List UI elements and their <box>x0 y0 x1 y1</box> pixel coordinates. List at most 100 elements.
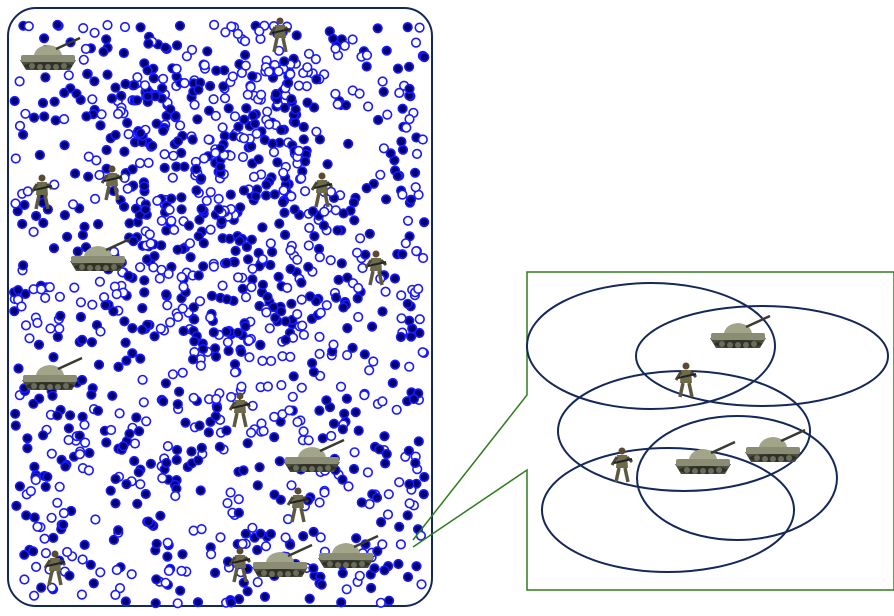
node <box>90 29 99 38</box>
node <box>309 207 318 216</box>
tank <box>20 38 80 70</box>
tank <box>710 316 770 348</box>
node <box>414 285 423 294</box>
node <box>243 587 252 596</box>
node <box>60 115 69 124</box>
node <box>239 466 248 475</box>
node <box>174 313 183 322</box>
node <box>18 220 27 229</box>
node <box>339 209 348 218</box>
node <box>261 593 270 602</box>
node <box>403 23 412 32</box>
node <box>334 276 343 285</box>
node <box>295 81 304 90</box>
node <box>244 255 253 264</box>
node <box>225 235 234 244</box>
node <box>63 548 72 557</box>
node <box>80 56 89 65</box>
node <box>120 49 129 58</box>
node <box>87 561 96 570</box>
node <box>281 533 290 542</box>
node <box>10 307 19 316</box>
node <box>122 597 131 606</box>
node <box>377 518 386 527</box>
node <box>248 265 257 274</box>
node <box>148 142 157 151</box>
node <box>60 509 69 518</box>
node <box>333 226 342 235</box>
node <box>49 534 58 543</box>
node <box>178 550 187 559</box>
node <box>172 456 181 465</box>
node <box>195 271 204 280</box>
node <box>16 122 25 131</box>
node <box>159 75 168 84</box>
node <box>53 499 62 508</box>
node <box>221 28 230 37</box>
node <box>310 368 319 377</box>
node <box>247 283 256 292</box>
node <box>216 443 225 452</box>
node <box>235 509 244 518</box>
node <box>238 540 247 549</box>
node <box>80 541 89 550</box>
node <box>167 194 176 203</box>
node <box>211 569 220 578</box>
node <box>386 149 395 158</box>
node <box>30 463 39 472</box>
node <box>309 564 318 573</box>
node <box>53 21 62 30</box>
node <box>343 394 352 403</box>
node <box>156 274 165 283</box>
node <box>46 283 55 292</box>
node <box>173 41 182 50</box>
node <box>270 413 279 422</box>
node <box>88 300 97 309</box>
node <box>240 134 249 143</box>
node <box>203 197 212 206</box>
node <box>358 498 367 507</box>
node <box>30 591 39 600</box>
node <box>20 575 29 584</box>
node <box>32 563 41 572</box>
node <box>374 116 383 125</box>
node <box>280 209 289 218</box>
node <box>344 482 353 491</box>
node <box>222 426 231 435</box>
node <box>249 111 258 120</box>
node <box>257 90 266 99</box>
node <box>306 292 315 301</box>
node <box>271 190 280 199</box>
node <box>264 382 273 391</box>
node <box>342 585 351 594</box>
node <box>114 363 123 372</box>
node <box>142 417 151 426</box>
node <box>61 211 70 220</box>
node <box>97 110 106 119</box>
node <box>192 186 201 195</box>
node <box>331 44 340 53</box>
node <box>78 336 87 345</box>
node <box>50 97 59 106</box>
node <box>156 512 165 521</box>
node <box>272 90 281 99</box>
node <box>391 360 400 369</box>
node <box>119 442 128 451</box>
node <box>397 333 406 342</box>
node <box>144 92 153 101</box>
node <box>231 112 240 121</box>
node <box>32 212 41 221</box>
node <box>103 70 112 79</box>
node <box>219 82 228 91</box>
node <box>291 105 300 114</box>
node <box>370 564 379 573</box>
node <box>84 172 93 181</box>
node <box>362 62 371 71</box>
node <box>262 191 271 200</box>
node <box>377 599 386 608</box>
node <box>297 174 306 183</box>
node <box>21 110 30 119</box>
node <box>262 180 271 189</box>
node <box>23 444 32 453</box>
node <box>213 404 222 413</box>
